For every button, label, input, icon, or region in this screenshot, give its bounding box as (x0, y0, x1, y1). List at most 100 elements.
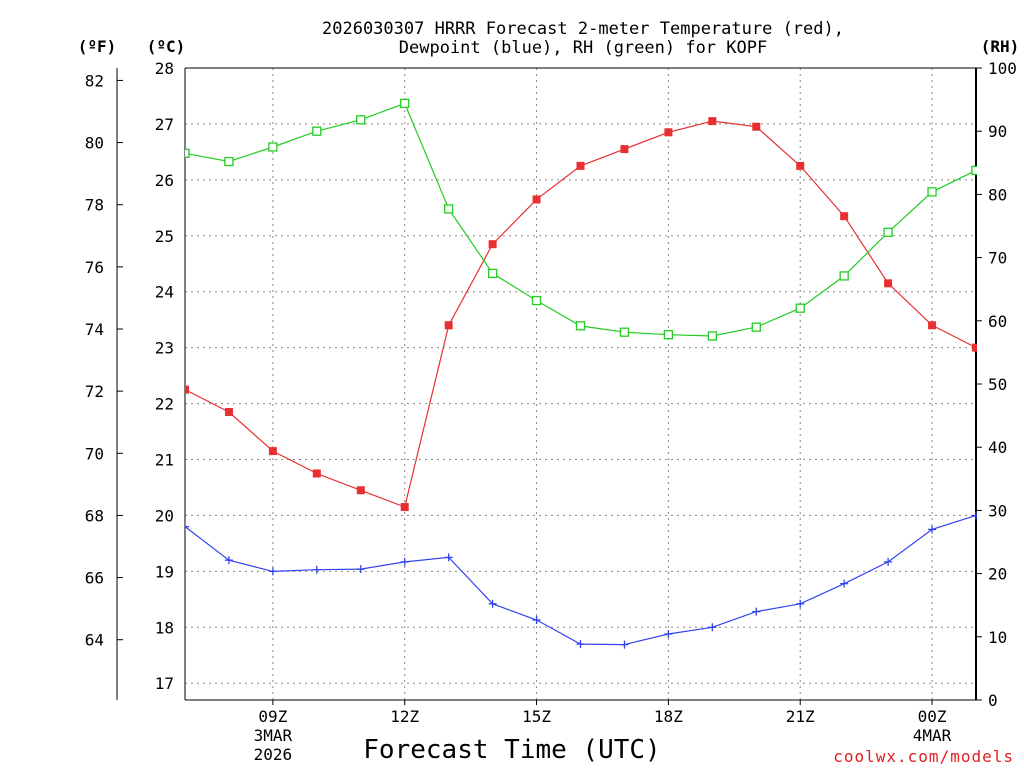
dewpoint-point (884, 557, 893, 566)
dewpoint-line (185, 514, 977, 646)
x-axis-label: Forecast Time (UTC) (363, 735, 660, 765)
rh-point (971, 165, 977, 176)
dewpoint-point (185, 522, 189, 531)
2-meter-temperature-point (224, 407, 233, 416)
2-meter-temperature-point (972, 343, 977, 352)
celsius-tick-label: 25 (155, 227, 174, 246)
celsius-tick-label: 28 (155, 59, 174, 78)
rh-point (400, 98, 410, 109)
fahrenheit-tick-label: 82 (85, 71, 104, 90)
celsius-tick-label: 23 (155, 339, 174, 358)
2-meter-temperature-point (488, 240, 497, 249)
rh-tick-label: 40 (988, 438, 1007, 457)
rh-tick-label: 0 (988, 691, 998, 710)
x-tick-label: 12Z (390, 707, 419, 726)
2-meter-temperature-point (268, 447, 277, 456)
2-meter-temperature-point (356, 486, 365, 495)
rh-tick-label: 90 (988, 122, 1007, 141)
2-meter-temperature-point (840, 212, 849, 221)
rh-tick-label: 70 (988, 249, 1007, 268)
fahrenheit-unit-label: (ºF) (78, 37, 117, 56)
celsius-tick-label: 21 (155, 451, 174, 470)
dewpoint-point (576, 640, 585, 649)
chart-title-line2: Dewpoint (blue), RH (green) for KOPF (399, 38, 767, 58)
fahrenheit-tick-label: 64 (85, 631, 104, 650)
rh-line (185, 102, 977, 337)
rh-point (575, 321, 586, 331)
dewpoint-point (620, 640, 629, 649)
x-tick-label: 15Z (522, 707, 551, 726)
rh-point (707, 331, 717, 341)
dewpoint-point (752, 607, 761, 616)
dewpoint-point (268, 567, 277, 576)
rh-tick-label: 10 (988, 628, 1007, 647)
fahrenheit-tick-label: 70 (85, 444, 104, 463)
rh-point (356, 115, 366, 125)
2-meter-temperature-point (185, 385, 189, 394)
x-tick-label: 18Z (654, 707, 683, 726)
rh-point (531, 295, 542, 306)
x-tick-date-label: 3MAR (254, 726, 293, 745)
series-group (185, 98, 977, 649)
x-tick-label: 09Z (258, 707, 287, 726)
2-meter-temperature-point (620, 145, 629, 154)
rh-point (795, 303, 805, 313)
dewpoint-point (928, 525, 937, 534)
rh-point (487, 268, 498, 279)
chart-title-line1: 2026030307 HRRR Forecast 2-meter Tempera… (322, 19, 844, 39)
fahrenheit-tick-label: 76 (85, 258, 104, 277)
dewpoint-point (444, 553, 453, 562)
fahrenheit-tick-label: 80 (85, 134, 104, 153)
2-meter-temperature-point (312, 469, 321, 478)
2-meter-temperature-point (708, 117, 717, 126)
dewpoint-point (840, 579, 849, 588)
rh-point (312, 126, 322, 136)
celsius-tick-label: 18 (155, 618, 174, 637)
rh-tick-label: 80 (988, 185, 1007, 204)
fahrenheit-tick-label: 74 (85, 320, 104, 339)
rh-tick-label: 60 (988, 312, 1007, 331)
dewpoint-point (532, 616, 541, 625)
dewpoint-point (400, 557, 409, 566)
rh-point (663, 330, 674, 340)
2-meter-temperature-point (884, 279, 893, 288)
x-tick-label: 00Z (918, 707, 947, 726)
rh-unit-label: (RH) (981, 37, 1020, 56)
rh-tick-label: 20 (988, 565, 1007, 584)
2-meter-temperature-point (532, 195, 541, 204)
dewpoint-point (312, 565, 321, 574)
2-meter-temperature-point (928, 321, 937, 330)
dewpoint-point (224, 556, 233, 565)
rh-point (751, 322, 761, 332)
rh-point (883, 227, 893, 237)
credit-text: coolwx.com/models (833, 747, 1014, 766)
dewpoint-point (708, 623, 717, 632)
2-meter-temperature-point (576, 161, 585, 170)
2-meter-temperature-point (752, 122, 761, 131)
tick-labels: 17 18 19 20 21 22 23 24 25 26 27 28 64 66 68 70 72 74 76 78… (85, 59, 1017, 764)
celsius-unit-label: (ºC) (147, 37, 186, 56)
rh-point (268, 142, 278, 152)
rh-tick-label: 30 (988, 501, 1007, 520)
2-meter-temperature-line (185, 120, 977, 508)
x-tick-date-label: 4MAR (913, 726, 952, 745)
celsius-tick-label: 26 (155, 171, 174, 190)
fahrenheit-tick-label: 78 (85, 196, 104, 215)
celsius-tick-label: 22 (155, 395, 174, 414)
2-meter-temperature-point (400, 503, 409, 512)
fahrenheit-tick-label: 68 (85, 506, 104, 525)
x-tick-year-label: 2026 (254, 745, 293, 764)
celsius-tick-label: 20 (155, 506, 174, 525)
fahrenheit-tick-label: 72 (85, 382, 104, 401)
dewpoint-point (488, 599, 497, 608)
dewpoint-point (356, 565, 365, 574)
rh-tick-label: 50 (988, 375, 1007, 394)
rh-tick-label: 100 (988, 59, 1017, 78)
rh-point (185, 148, 190, 158)
dewpoint-point (796, 599, 805, 608)
2-meter-temperature-point (664, 128, 673, 137)
rh-point (224, 156, 234, 167)
rh-point (839, 271, 849, 281)
rh-point (927, 187, 937, 197)
